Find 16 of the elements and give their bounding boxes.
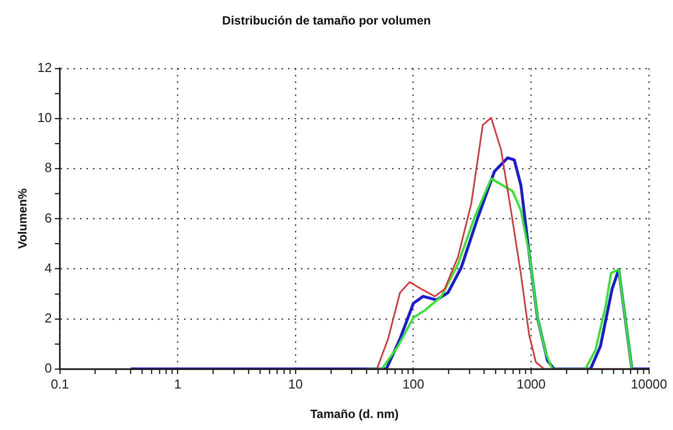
y-tick-label: 2: [44, 310, 52, 326]
x-tick-label: 0.1: [50, 376, 69, 392]
x-tick-label: 1000: [516, 376, 546, 392]
y-tick-label: 0: [44, 360, 52, 376]
y-tick-label: 10: [37, 110, 52, 126]
chart-title: Distribución de tamaño por volumen: [222, 14, 431, 28]
x-tick-label: 1: [174, 376, 182, 392]
x-tick-label: 10000: [630, 376, 668, 392]
y-axis-title: Volumen%: [16, 188, 30, 249]
y-tick-label: 12: [37, 60, 52, 75]
y-tick-label: 8: [44, 160, 52, 176]
y-tick-label: 4: [44, 260, 52, 276]
y-tick-label: 6: [44, 210, 52, 226]
x-tick-label: 100: [402, 376, 424, 392]
x-tick-label: 10: [288, 376, 303, 392]
x-axis-title: Tamaño (d. nm): [310, 407, 399, 422]
